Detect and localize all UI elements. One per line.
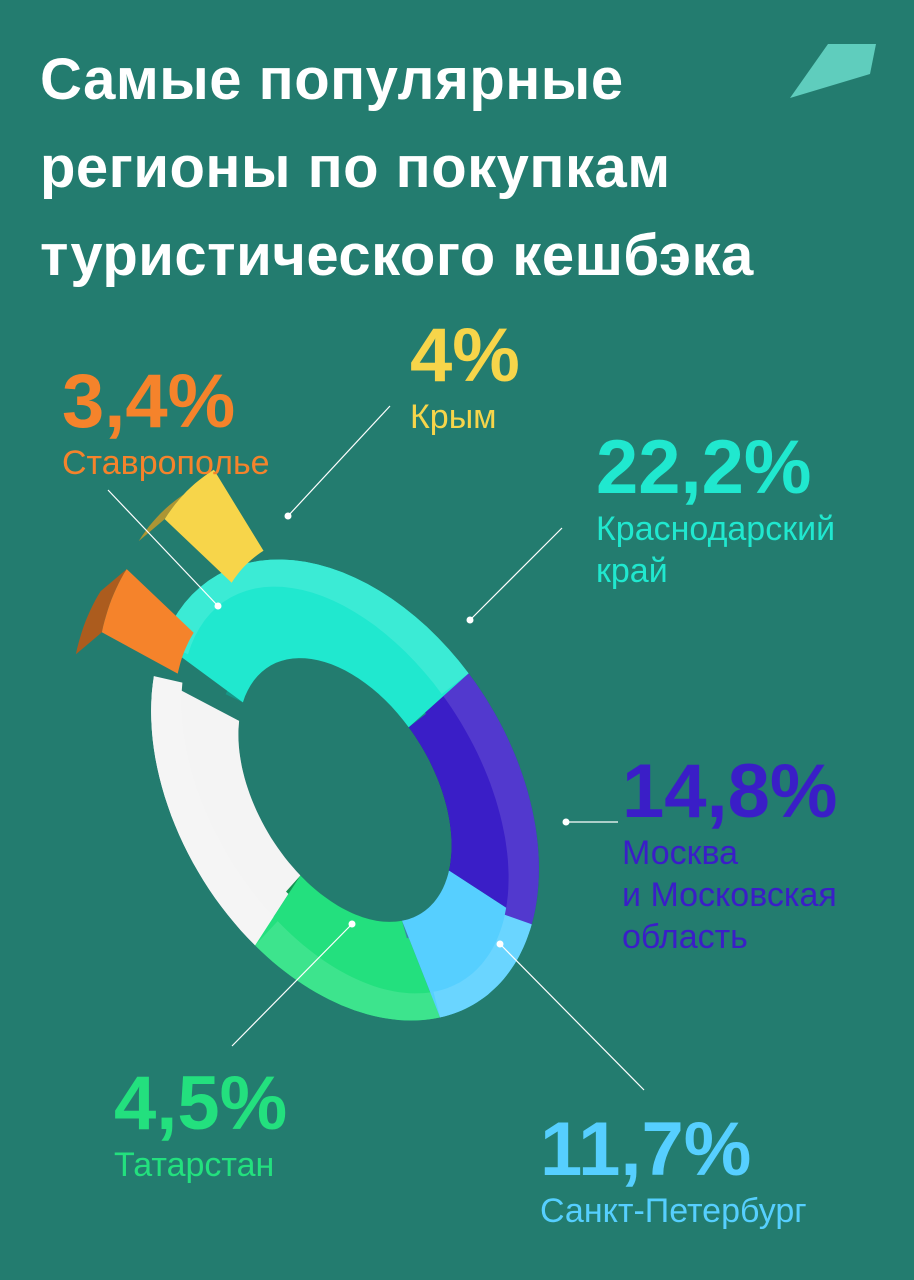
slice-name-krasnodar: Краснодарский край <box>596 510 836 590</box>
value-label-moscow: 14,8% <box>622 749 838 834</box>
slice-side-stavropol <box>75 569 127 655</box>
label-tatarstan: 4,5% Татарстан <box>114 1064 287 1186</box>
leader-line-crimea <box>287 405 391 517</box>
slice-name-moscow: Москва и Московская область <box>622 834 837 956</box>
slice-name-tatarstan: Татарстан <box>114 1146 275 1184</box>
slice-stavropol <box>101 569 194 674</box>
slice-tatarstan <box>255 875 441 1021</box>
title-line-3: туристического кешбэка <box>40 223 754 288</box>
slice-name-crimea: Крым <box>410 398 497 436</box>
value-label-spb: 11,7% <box>540 1107 752 1192</box>
value-label-crimea: 4% <box>410 313 520 398</box>
slice-name-stavropol: Ставрополье <box>62 444 270 482</box>
leader-dot-krasnodar <box>466 616 474 624</box>
value-label-stavropol: 3,4% <box>62 359 236 444</box>
leader-line-tatarstan <box>231 923 353 1047</box>
slice-other <box>151 676 301 946</box>
leader-dot-stavropol <box>214 602 222 610</box>
title-line-1: Самые популярные <box>40 47 624 112</box>
label-stavropol: 3,4% Ставрополье <box>62 362 270 484</box>
leader-dot-spb <box>496 940 504 948</box>
logo-icon <box>790 44 876 98</box>
slice-lip-spb <box>433 914 532 1018</box>
value-label-krasnodar: 22,2% <box>596 425 812 510</box>
slice-side-crimea <box>138 469 214 542</box>
leader-dot-tatarstan <box>348 920 356 928</box>
slice-lip-krasnodar <box>162 559 469 695</box>
leader-line-krasnodar <box>469 527 563 621</box>
label-crimea: 4% Крым <box>410 316 520 438</box>
slice-lip-other <box>151 676 278 946</box>
leader-line-spb <box>499 943 645 1091</box>
leader-line-stavropol <box>107 489 219 607</box>
label-moscow: 14,8% Москва и Московская область <box>622 752 838 958</box>
value-label-tatarstan: 4,5% <box>114 1061 288 1146</box>
label-spb: 11,7% Санкт-Петербург <box>540 1110 807 1232</box>
slice-crimea <box>164 469 264 583</box>
slice-lip-tatarstan <box>255 921 441 1021</box>
leader-dot-moscow <box>562 818 570 826</box>
slice-name-spb: Санкт-Петербург <box>540 1192 807 1230</box>
label-krasnodar: 22,2% Краснодарский край <box>596 428 835 592</box>
leader-dot-crimea <box>284 512 292 520</box>
page-title: Самые популярные регионы по покупкам тур… <box>40 36 754 300</box>
title-line-2: регионы по покупкам <box>40 135 671 200</box>
slice-lip-moscow <box>441 673 539 925</box>
